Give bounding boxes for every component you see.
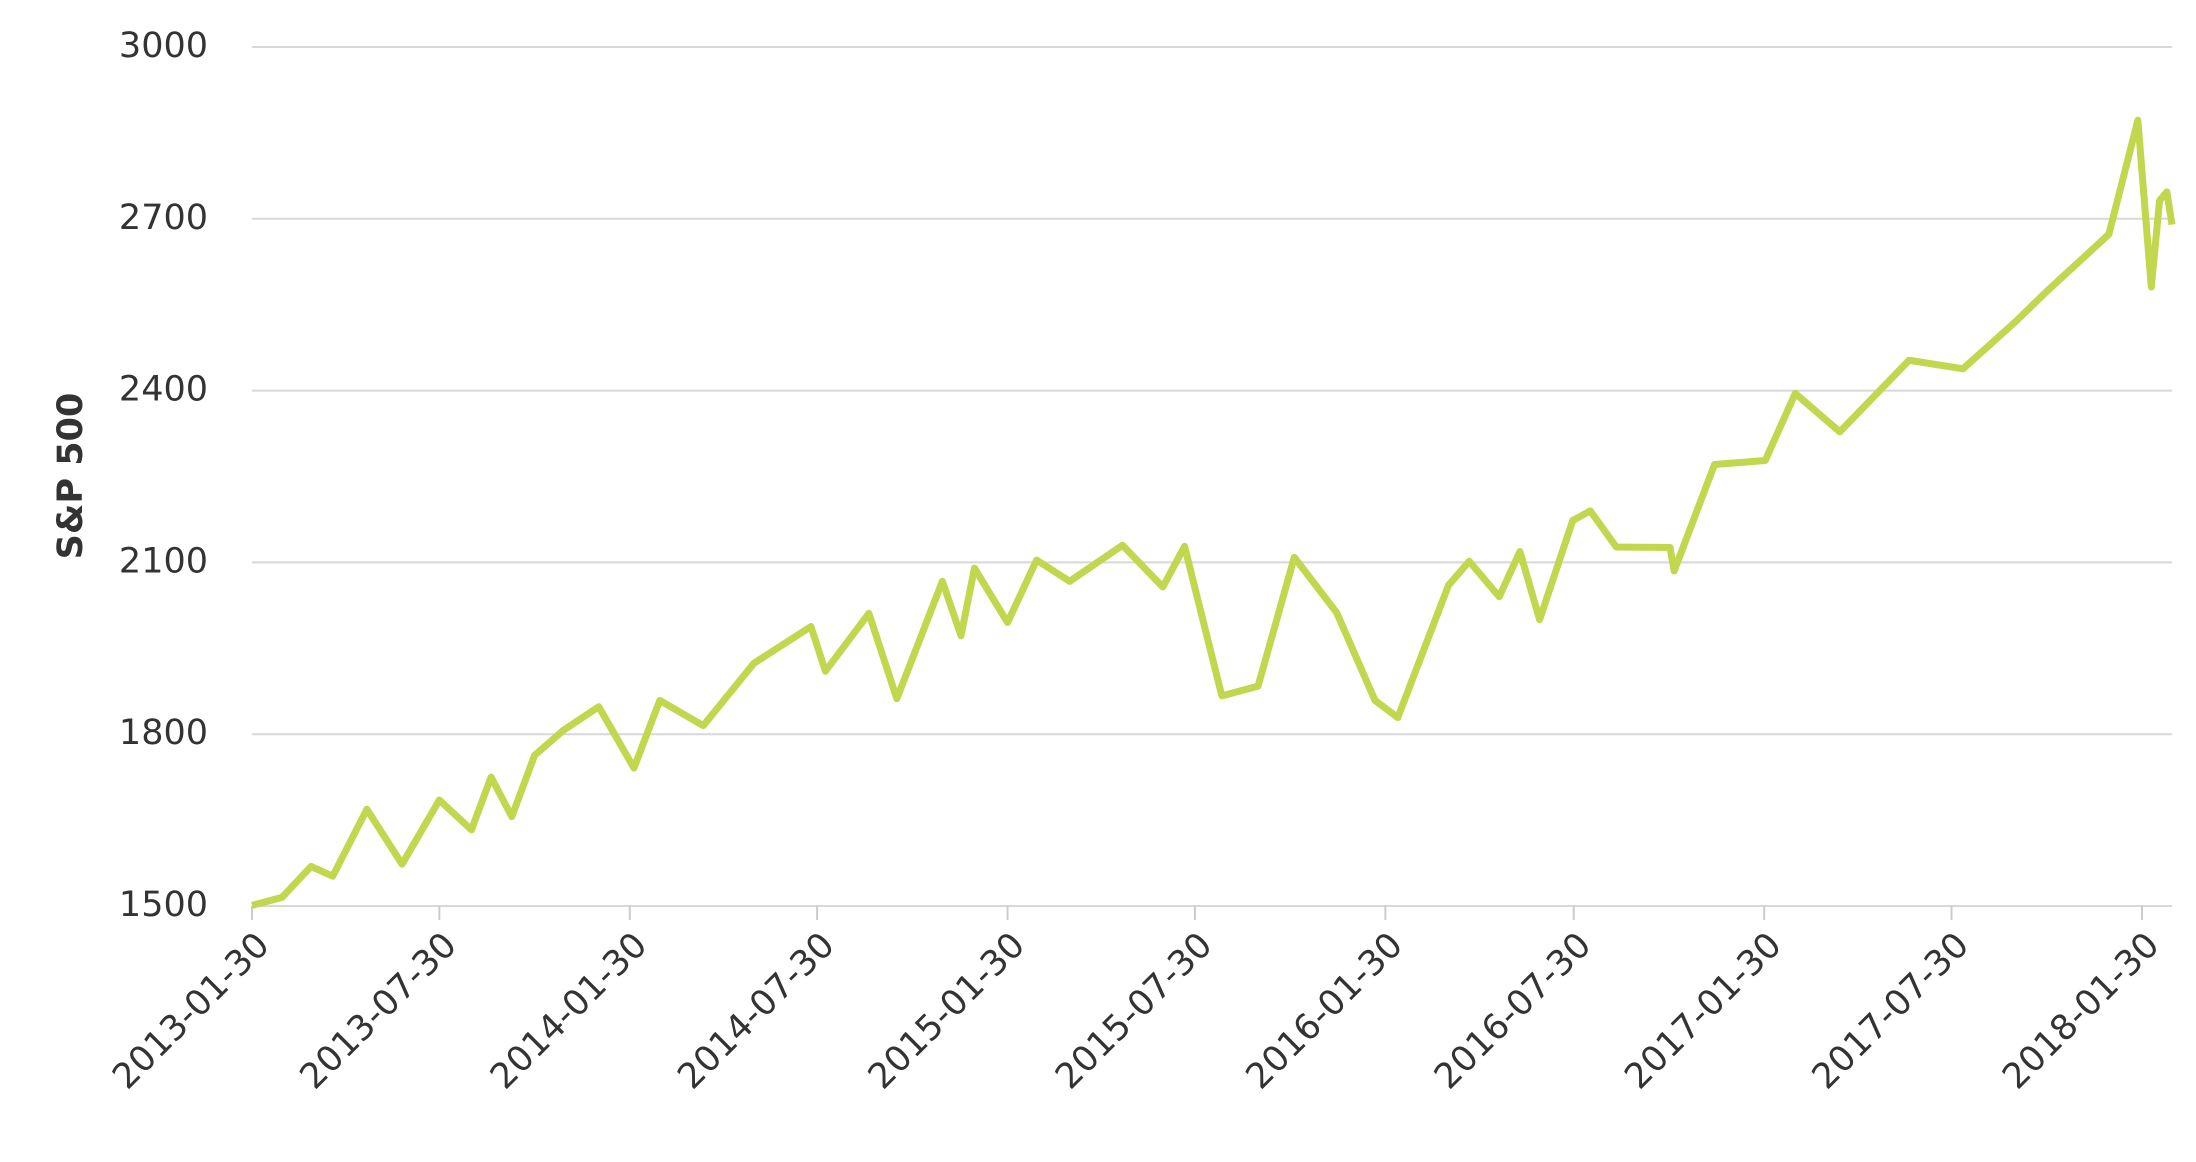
y-tick-label: 2700 bbox=[119, 198, 208, 238]
y-tick-label: 2100 bbox=[119, 541, 208, 581]
x-tick-label: 2014-07-30 bbox=[670, 925, 842, 1097]
y-tick-label: 3000 bbox=[119, 26, 208, 66]
x-tick-label: 2015-01-30 bbox=[861, 925, 1033, 1097]
line bbox=[251, 116, 2176, 909]
x-tick-label: 2015-07-30 bbox=[1048, 925, 1220, 1097]
x-tick-label: 2016-07-30 bbox=[1427, 925, 1599, 1097]
x-tick-label: 2013-07-30 bbox=[293, 925, 465, 1097]
x-tick-label: 2017-07-30 bbox=[1805, 925, 1977, 1097]
x-tick-label: 2016-01-30 bbox=[1239, 925, 1411, 1097]
x-tick-label: 2017-01-30 bbox=[1618, 925, 1790, 1097]
x-tick-label: 2014-01-30 bbox=[483, 925, 655, 1097]
y-axis-label: S&P 500 bbox=[51, 393, 91, 560]
x-tick-label: 2013-01-30 bbox=[105, 925, 277, 1097]
y-tick-label: 1800 bbox=[119, 713, 208, 753]
y-tick-label: 2400 bbox=[119, 370, 208, 410]
y-tick-label: 1500 bbox=[119, 885, 208, 925]
x-tick-label: 2018-01-30 bbox=[1995, 925, 2167, 1097]
